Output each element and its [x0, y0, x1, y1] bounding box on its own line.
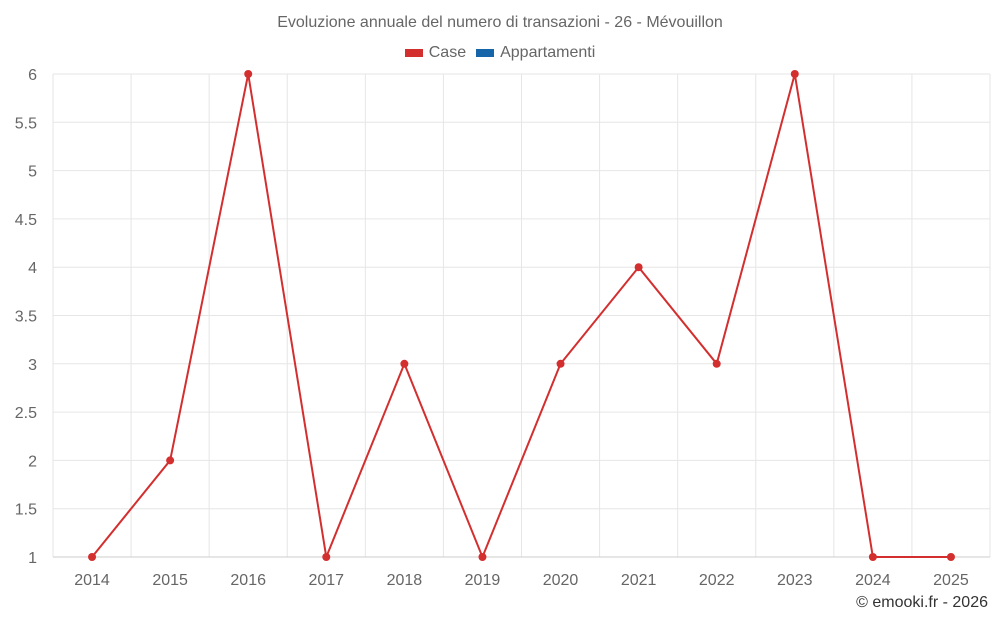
- y-tick-label: 4: [28, 260, 37, 277]
- x-tick-label: 2021: [621, 572, 657, 589]
- data-point: [556, 359, 565, 368]
- y-tick-label: 1.5: [15, 502, 37, 519]
- y-tick-label: 3.5: [15, 309, 37, 326]
- legend: Case Appartamenti: [0, 44, 1000, 62]
- legend-label-case: Case: [428, 44, 467, 61]
- data-point: [634, 263, 643, 272]
- credit-text: © emooki.fr - 2026: [856, 594, 988, 611]
- series-line-case: [91, 73, 951, 561]
- y-tick-label: 4.5: [15, 212, 37, 229]
- data-point: [712, 359, 721, 368]
- y-tick-label: 2.5: [15, 405, 37, 422]
- legend-swatch-case: [404, 49, 423, 57]
- y-tick-label: 1: [28, 550, 37, 567]
- legend-label-appartamenti: Appartamenti: [500, 44, 596, 61]
- y-tick-label: 3: [28, 357, 37, 374]
- chart-title: Evoluzione annuale del numero di transaz…: [277, 14, 723, 31]
- data-point: [946, 553, 955, 561]
- x-tick-label: 2025: [933, 572, 969, 589]
- y-tick-label: 5: [28, 164, 37, 181]
- x-tick-label: 2016: [230, 572, 266, 589]
- x-tick-label: 2014: [74, 572, 110, 589]
- y-tick-label: 2: [28, 453, 37, 470]
- data-point: [478, 553, 487, 561]
- x-tick-label: 2024: [855, 572, 891, 589]
- data-point: [166, 456, 175, 465]
- x-tick-label: 2022: [699, 572, 735, 589]
- data-point: [790, 70, 799, 78]
- x-tick-label: 2023: [777, 572, 813, 589]
- y-tick-label: 6: [28, 67, 37, 84]
- data-point: [322, 553, 331, 561]
- data-point: [244, 70, 253, 78]
- x-tick-label: 2017: [308, 572, 344, 589]
- data-point: [400, 359, 409, 368]
- legend-swatch-appartamenti: [476, 49, 495, 57]
- data-point: [88, 553, 97, 561]
- y-tick-label: 5.5: [15, 115, 37, 132]
- legend-item-appartamenti[interactable]: Appartamenti: [476, 44, 595, 62]
- x-tick-label: 2019: [465, 572, 501, 589]
- x-tick-label: 2020: [543, 572, 579, 589]
- x-tick-label: 2018: [387, 572, 423, 589]
- x-tick-label: 2015: [152, 572, 188, 589]
- data-point: [868, 553, 877, 561]
- legend-item-case[interactable]: Case: [404, 44, 467, 62]
